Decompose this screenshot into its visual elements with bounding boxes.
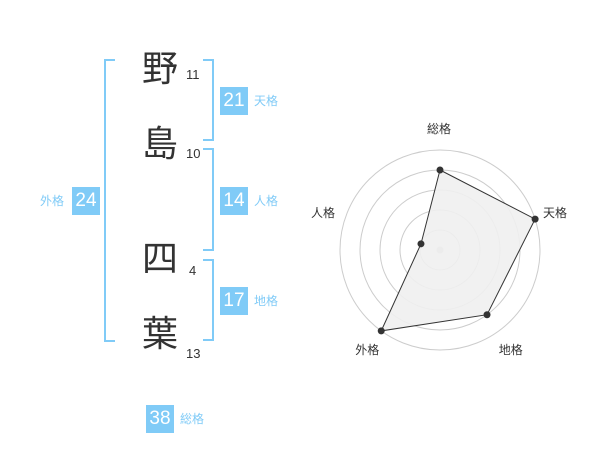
stroke-count-3: 4 — [189, 263, 197, 278]
tenkaku-value: 21 — [220, 87, 248, 115]
chikaku-bracket — [203, 259, 214, 341]
radar-point — [483, 311, 491, 319]
jinkaku-label: 人格 — [254, 194, 279, 208]
radar-point — [436, 166, 444, 174]
radar-axis-label: 地格 — [498, 342, 523, 357]
name-char-2: 島 — [141, 124, 178, 165]
jinkaku-value: 14 — [220, 187, 248, 215]
gaikaku-value: 24 — [72, 187, 100, 215]
soukaku-label: 総格 — [180, 412, 205, 426]
radar-point — [417, 240, 425, 248]
tenkaku-bracket — [203, 59, 214, 141]
tenkaku-label: 天格 — [254, 94, 279, 108]
radar-point — [377, 327, 385, 335]
stroke-count-1: 11 — [186, 67, 200, 82]
stroke-count-2: 10 — [186, 146, 201, 161]
radar-axis-label: 天格 — [543, 206, 568, 221]
stroke-count-4: 13 — [186, 346, 201, 361]
radar-polygon — [380, 169, 536, 332]
chikaku-value: 17 — [220, 287, 248, 315]
gaikaku-label: 外格 — [40, 194, 65, 208]
radar-axis-label: 人格 — [310, 206, 335, 221]
radar-point — [531, 215, 539, 223]
chikaku-label: 地格 — [254, 294, 279, 308]
radar-axis-label: 外格 — [355, 342, 380, 357]
gaikaku-bracket — [104, 59, 115, 342]
radar-axis-label: 総格 — [427, 122, 452, 136]
radar-ring — [339, 149, 541, 351]
name-char-4: 葉 — [141, 314, 178, 355]
name-char-1: 野 — [141, 49, 178, 90]
name-char-3: 四 — [141, 239, 178, 280]
soukaku-value: 38 — [146, 405, 174, 433]
jinkaku-bracket — [203, 148, 214, 251]
